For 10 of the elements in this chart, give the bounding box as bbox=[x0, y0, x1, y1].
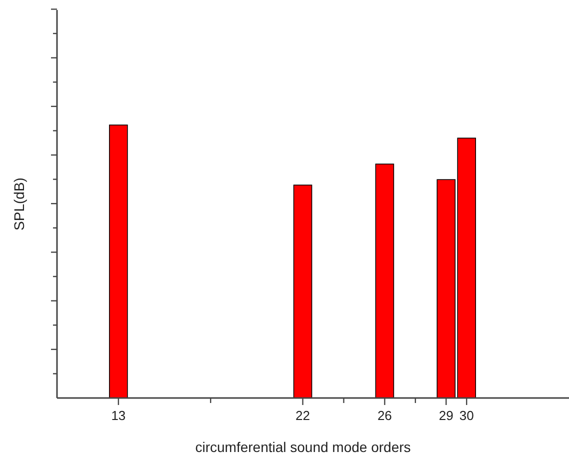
x-tick-label: 30 bbox=[459, 408, 474, 423]
bar bbox=[109, 124, 128, 398]
bar bbox=[375, 164, 394, 398]
bar bbox=[293, 184, 312, 398]
x-axis-title: circumferential sound mode orders bbox=[195, 439, 411, 455]
x-tick-label: 29 bbox=[438, 408, 454, 423]
x-tick-label: 26 bbox=[377, 408, 392, 423]
y-axis-title: SPL(dB) bbox=[11, 178, 27, 230]
x-tick-label: 22 bbox=[296, 408, 310, 423]
x-tick-label: 13 bbox=[111, 408, 126, 423]
